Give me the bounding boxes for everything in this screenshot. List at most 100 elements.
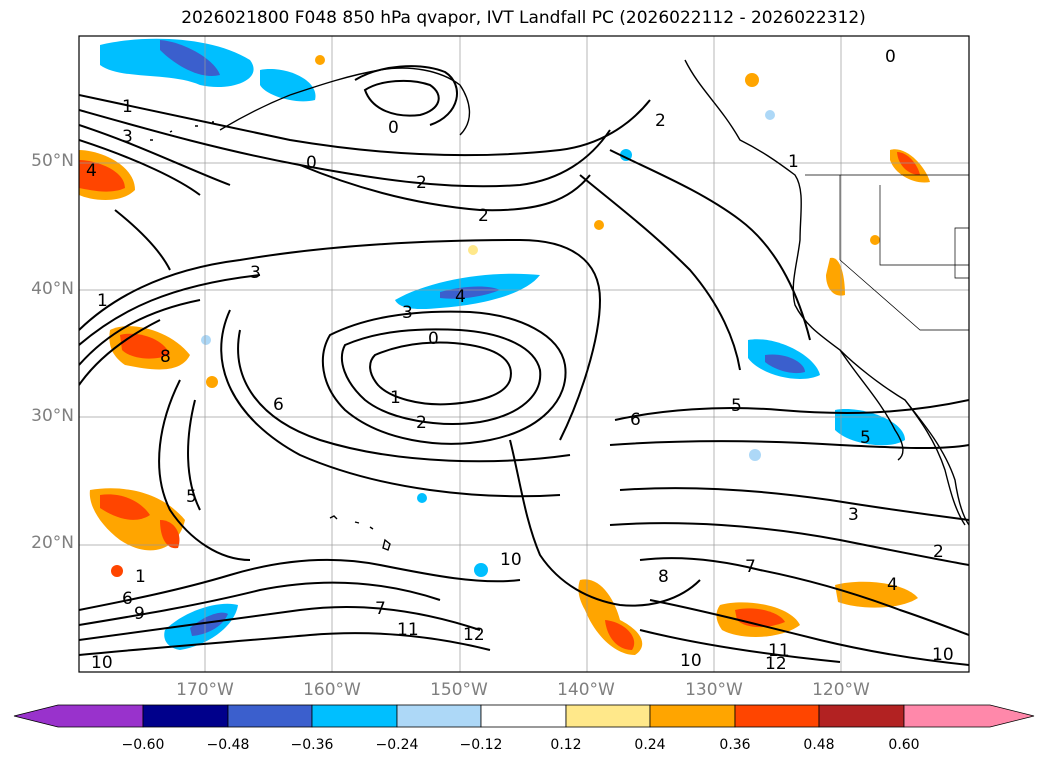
blue-patch-n2 [260,69,316,102]
colorbar-tick: −0.24 [375,737,419,753]
contours [79,65,969,666]
orange-dot-2 [594,220,604,230]
north-america-west-coast [684,59,969,526]
red-patch-50n [79,160,125,192]
gulf-coast-inner [904,399,966,526]
navy-patch-35n-east [765,354,805,374]
contour-label: 10 [932,645,954,665]
baja-peninsula [839,349,904,461]
contour-label: 1 [390,388,401,408]
contour-label: 6 [122,589,133,609]
blue-dot-5 [201,335,211,345]
contour-label: 11 [397,620,419,640]
contour-label: 6 [273,395,284,415]
contour-label: 4 [86,161,97,181]
contour-label: 5 [860,428,871,448]
lat-label-40n: 40°N [31,279,74,299]
contour-label: 2 [416,173,427,193]
colorbar-tick: 0.60 [888,737,920,753]
colorbar-segment [142,704,229,728]
map-title: 2026021800 F048 850 hPa qvapor, IVT Land… [181,8,866,28]
gridlines [79,36,969,672]
orange-dot-4 [206,376,218,388]
orange-dot-3 [468,245,478,255]
contour-label: 11 [768,641,790,661]
contour-label: 10 [500,550,522,570]
navy-patch-15n-west [190,612,228,636]
orange-dot-5 [111,565,123,577]
alaska-peninsula [219,94,291,131]
blue-dot-1 [620,149,632,161]
aleutians [150,121,214,141]
colorbar-extend-low [13,704,144,728]
contour-label: 3 [848,505,859,525]
contour-label: 12 [463,625,485,645]
orange-patch-18n-east [835,581,918,608]
contour-label: 1 [788,152,799,172]
contour-label: 4 [455,287,466,307]
colorbar-tick: −0.36 [290,737,334,753]
colorbar-extend-high [903,704,1035,728]
colorbar-tick: −0.48 [206,737,250,753]
contour-label: 0 [885,47,896,67]
contour-label: 0 [428,329,439,349]
red-patch-22n [100,494,150,520]
contour-label: 5 [731,396,742,416]
contour-label: 6 [630,410,641,430]
lon-label-150w: 150°W [430,680,488,700]
alaska-south-coast [289,67,471,136]
orange-dot-6 [315,55,325,65]
contour-label: 10 [680,651,702,671]
coastlines [150,59,969,551]
orange-dot-1 [745,73,759,87]
contour-label: 7 [375,599,386,619]
contour-label: 7 [745,557,756,577]
blue-dot-6 [417,493,427,503]
contour-labels: 1 3 4 0 0 2 2 3 1 4 3 0 8 6 1 2 5 6 5 5 … [86,47,954,673]
state-borders [805,174,969,331]
orange-dot-7 [870,235,880,245]
contour-label: 8 [658,567,669,587]
contour-label: 2 [416,413,427,433]
colorbar-segment [311,704,398,728]
contour-label: 4 [887,575,898,595]
contour-label: 2 [478,206,489,226]
hawaii [329,515,391,551]
contour-label: 1 [97,291,108,311]
lat-label-30n: 30°N [31,406,74,426]
contour-label: 3 [402,303,413,323]
colorbar-segment [818,704,905,728]
contour-label: 3 [122,127,133,147]
colorbar-tick: 0.12 [550,737,582,753]
lon-label-140w: 140°W [557,680,615,700]
blue-dot-2 [765,110,775,120]
blue-patch-30n-east [835,409,905,446]
contour-label: 9 [134,604,145,624]
red-patch-36n [120,333,170,359]
lon-label-120w: 120°W [812,680,870,700]
contour-label: 1 [135,567,146,587]
colorbar-tick: 0.48 [803,737,835,753]
contour-label: 8 [160,347,171,367]
contour-label: 5 [186,487,197,507]
colorbar-segment [396,704,482,728]
lon-label-130w: 130°W [685,680,743,700]
lon-label-170w: 170°W [176,680,234,700]
colorbar-segment [734,704,820,728]
lon-label-160w: 160°W [303,680,361,700]
colorbar-tick: −0.60 [121,737,165,753]
colorbar-tick: 0.36 [719,737,751,753]
lat-label-20n: 20°N [31,533,74,553]
contour-label: 3 [250,263,261,283]
lat-label-50n: 50°N [31,151,74,171]
contour-label: 0 [306,153,317,173]
colorbar-tick: −0.12 [459,737,503,753]
colorbar-segment [565,704,651,728]
contour-label: 1 [122,97,133,117]
contour-label: 10 [91,653,113,673]
blue-dot-4 [749,449,761,461]
colorbar [13,704,1035,728]
red-patch-15n-mid [605,620,635,650]
colorbar-segment [227,704,313,728]
